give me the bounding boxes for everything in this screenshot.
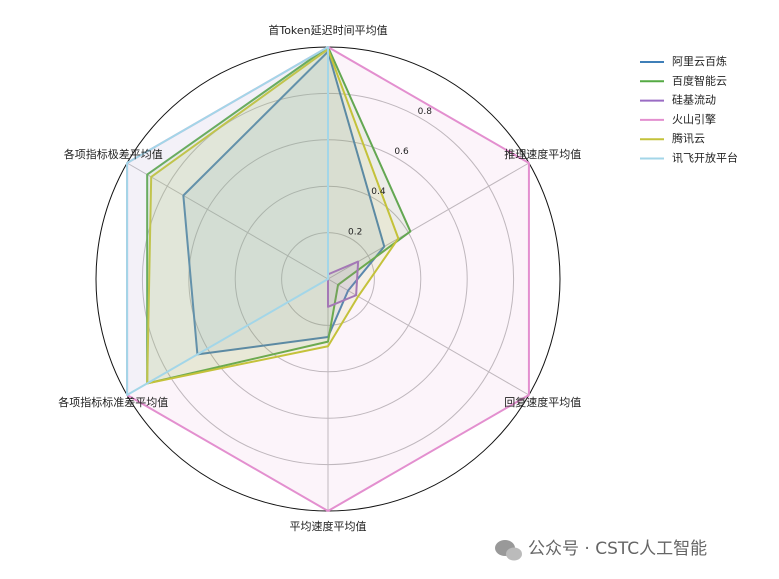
legend-label: 讯飞开放平台	[672, 151, 738, 165]
spoke	[327, 278, 530, 396]
legend-label: 阿里云百炼	[672, 54, 727, 68]
axis-label: 各项指标极差平均值	[64, 147, 163, 161]
tick-label: 0.8	[418, 107, 433, 117]
spoke	[126, 162, 329, 280]
legend-label: 百度智能云	[672, 73, 727, 87]
series-area	[126, 46, 329, 396]
watermark: 公众号 · CSTC人工智能	[528, 539, 707, 559]
legend-label: 腾讯云	[672, 131, 705, 145]
axis-label: 平均速度平均值	[290, 519, 367, 533]
series-area	[146, 48, 400, 385]
legend-label: 硅基流动	[672, 93, 716, 107]
spoke	[327, 162, 530, 280]
tick-label: 0.4	[371, 187, 386, 197]
axis-label: 回复速度平均值	[504, 395, 581, 409]
axis-label: 首Token延迟时间平均值	[268, 23, 387, 37]
axis-label: 推理速度平均值	[504, 147, 581, 161]
axis-label: 各项指标标准差平均值	[58, 395, 168, 409]
legend-label: 火山引擎	[672, 112, 716, 126]
tick-label: 0.2	[348, 227, 362, 237]
watermark-icon	[495, 540, 522, 561]
tick-label: 0.6	[394, 147, 409, 157]
